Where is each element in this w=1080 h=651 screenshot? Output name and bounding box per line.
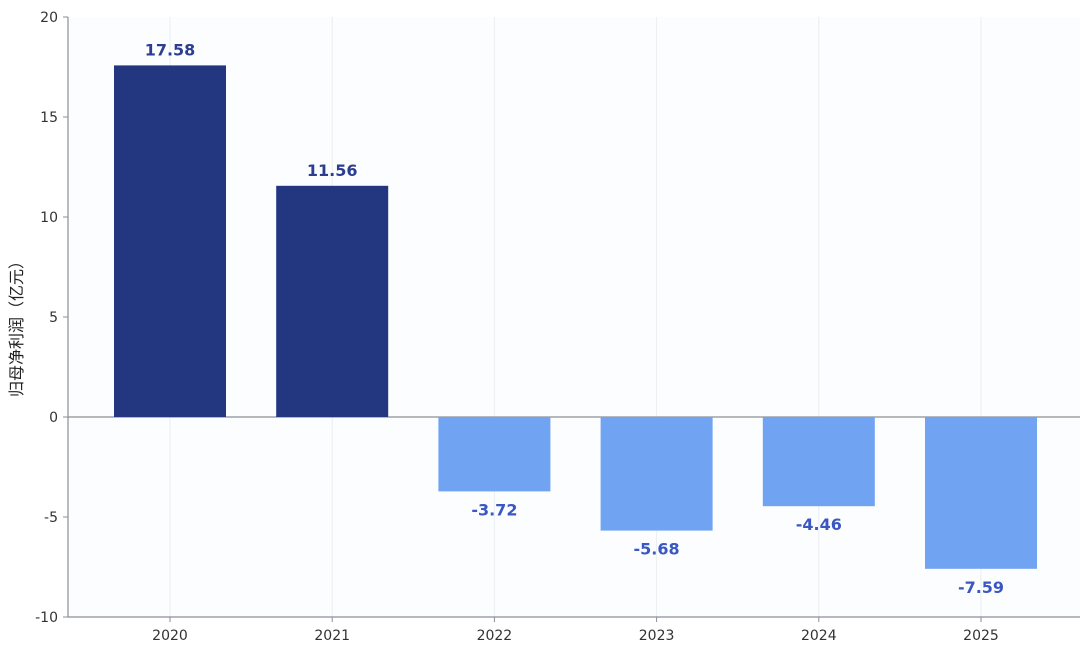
bar-2020: [114, 65, 226, 418]
bar-2024: [762, 417, 875, 507]
y-axis-label: 归母净利润（亿元）: [7, 253, 26, 397]
y-tick-label: 10: [40, 210, 58, 226]
x-tick-label: 2024: [801, 628, 837, 644]
bar-2023: [600, 417, 713, 531]
y-tick-label: -10: [35, 610, 58, 626]
x-tick-label: 2020: [152, 628, 188, 644]
x-tick-label: 2021: [314, 628, 350, 644]
data-labels: 17.58 11.56 -3.72 -5.68 -4.46 -7.59: [145, 40, 1004, 596]
bar-2025: [925, 417, 1037, 569]
data-label-2024: -4.46: [796, 515, 842, 534]
y-tick-label: -5: [44, 510, 58, 526]
bar-2021: [276, 185, 389, 417]
data-label-2021: 11.56: [307, 161, 358, 180]
y-tick-label: 15: [40, 110, 58, 126]
x-tick-label: 2022: [477, 628, 513, 644]
data-label-2025: -7.59: [958, 578, 1004, 597]
bar-2022: [438, 417, 551, 492]
data-label-2023: -5.68: [634, 540, 680, 559]
y-tick-label: 0: [49, 410, 58, 426]
y-tick-label: 5: [49, 310, 58, 326]
y-tick-label: 20: [40, 10, 58, 26]
plot-area: [68, 17, 1080, 617]
data-label-2022: -3.72: [471, 500, 517, 519]
bars: [114, 65, 1037, 569]
data-label-2020: 17.58: [145, 40, 196, 59]
x-tick-label: 2025: [963, 628, 999, 644]
x-tick-label: 2023: [639, 628, 675, 644]
